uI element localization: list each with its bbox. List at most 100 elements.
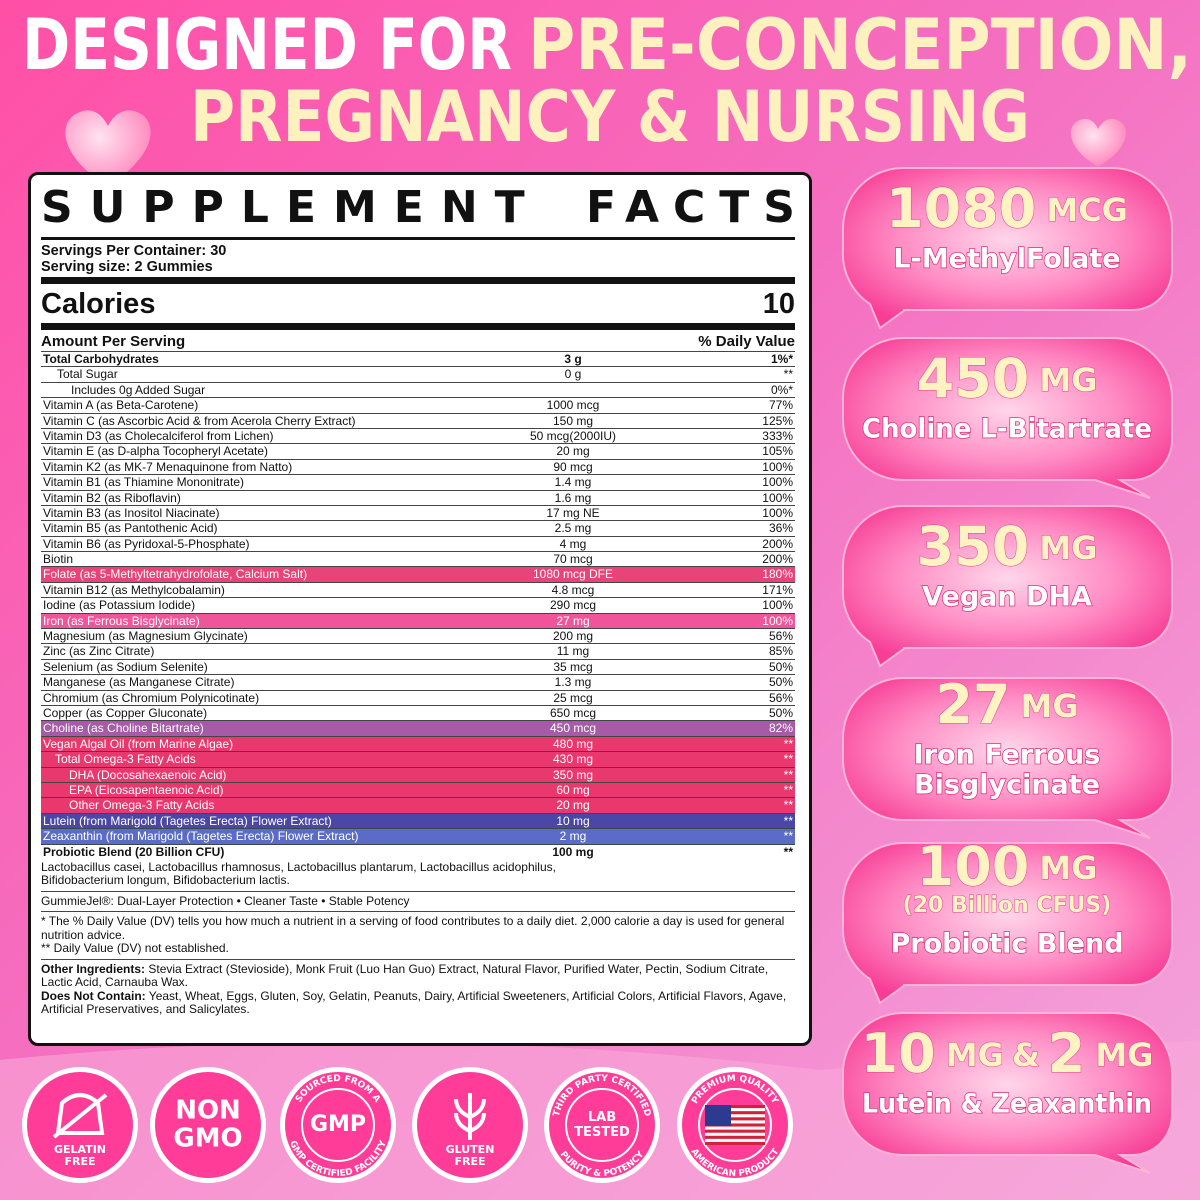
nutrient-name: Total Carbohydrates xyxy=(43,352,159,366)
callout: 450 MG Choline L-Bitartrate xyxy=(842,337,1173,499)
value: 1080 xyxy=(886,177,1036,240)
nutrient-amount: 11 mg xyxy=(556,644,590,659)
unit: MG xyxy=(1039,361,1097,399)
nutrient-row: Lutein (from Marigold (Tagetes Erecta) F… xyxy=(41,812,795,829)
nutrient-amount: 480 mg xyxy=(552,736,594,751)
nutrient-name: Vitamin B5 (as Pantothenic Acid) xyxy=(43,521,218,536)
nutrient-amount: 90 mcg xyxy=(553,459,593,474)
nutrient-dv: 125% xyxy=(762,413,793,428)
nutrient-row: EPA (Eicosapentaenoic Acid) 60 mg ** xyxy=(41,781,795,798)
nutrient-row: Vitamin K2 (as MK-7 Menaquinone from Nat… xyxy=(41,458,795,474)
callout-value: 450 MG xyxy=(917,347,1098,410)
nutrient-row: Total Sugar 0 g ** xyxy=(41,366,795,381)
nutrient-name: EPA (Eicosapentaenoic Acid) xyxy=(69,782,224,797)
nutrient-amount: 650 mcg xyxy=(549,705,597,720)
badge-disc xyxy=(27,1072,133,1178)
nutrient-name: Iodine (as Potassium Iodide) xyxy=(43,598,196,613)
callout-note: (20 Billion CFUS) xyxy=(903,893,1112,918)
flag-stripe xyxy=(705,1105,765,1109)
nutrient-name: Vitamin A (as Beta-Carotene) xyxy=(43,398,199,413)
badge-text: GMO xyxy=(173,1124,242,1154)
nutrient-dv: 85% xyxy=(768,644,793,659)
headline-accent: PRE-CONCEPTION, xyxy=(528,4,1192,86)
callout-bubble xyxy=(842,1012,1173,1174)
nutrient-row: Includes 0g Added Sugar 0%* xyxy=(41,381,795,397)
callout-label: Vegan DHA xyxy=(922,582,1092,613)
value: 100 xyxy=(917,835,1030,898)
nutrient-dv: ** xyxy=(783,829,793,844)
nutrient-dv: 100% xyxy=(762,475,793,490)
rule xyxy=(41,911,795,913)
nutrient-dv: 56% xyxy=(768,690,793,705)
flag-stripe xyxy=(705,1141,765,1146)
nutrient-dv: ** xyxy=(783,844,793,859)
unit: MG xyxy=(1039,529,1097,567)
nutrient-amount: 150 mg xyxy=(552,413,594,428)
nutrient-row: Iodine (as Potassium Iodide) 290 mcg 100% xyxy=(41,597,795,612)
nutrient-dv: 105% xyxy=(762,444,793,459)
joiner: & xyxy=(1012,1036,1040,1074)
nutrient-amount: 60 mg xyxy=(556,782,590,797)
nutrient-row: Vitamin D3 (as Cholecalciferol from Lich… xyxy=(41,427,795,443)
nutrient-amount: 10 mg xyxy=(556,813,590,828)
nutrient-name: Iron (as Ferrous Bisglycinate) xyxy=(43,613,200,628)
nutrient-dv: ** xyxy=(783,752,793,767)
nutrient-name: Lutein (from Marigold (Tagetes Erecta) F… xyxy=(43,813,332,828)
nutrient-amount: 17 mg NE xyxy=(546,505,600,520)
callout: 1080 MCG L-MethylFolate xyxy=(841,167,1173,330)
nutrient-name: Vitamin B6 (as Pyridoxal-5-Phosphate) xyxy=(43,536,250,551)
nutrient-row: Total Omega-3 Fatty Acids 430 mg ** xyxy=(41,751,795,767)
nutrient-name: Copper (as Copper Gluconate) xyxy=(43,705,208,720)
badge-inner-ring xyxy=(698,1088,772,1162)
nutrient-row: Chromium (as Chromium Polynicotinate) 25 … xyxy=(41,689,795,705)
nutrient-name: Vitamin K2 (as MK-7 Menaquinone from Nat… xyxy=(43,459,293,474)
badge-text: NON xyxy=(175,1096,241,1126)
rule xyxy=(41,277,795,284)
text: Yeast, Wheat, Eggs, Gluten, Soy, Gelatin… xyxy=(41,988,787,1017)
callout-bubble xyxy=(841,505,1173,668)
heart xyxy=(65,110,151,188)
nutrient-name: Vitamin C (as Ascorbic Acid & from Acero… xyxy=(43,413,356,428)
callout-label: Choline L-Bitartrate xyxy=(862,414,1152,445)
nutrient-row: Zinc (as Zinc Citrate) 11 mg 85% xyxy=(41,643,795,658)
nutrient-row: Choline (as Choline Bitartrate) 450 mcg 82… xyxy=(41,720,795,736)
nutrient-dv: 50% xyxy=(768,659,793,674)
nutrient-name: Vitamin B3 (as Inositol Niacinate) xyxy=(43,505,220,520)
nutrient-dv: 171% xyxy=(762,582,793,597)
text: Stevia Extract (Stevioside), Monk Fruit … xyxy=(41,961,769,990)
nutrient-name: Manganese (as Manganese Citrate) xyxy=(43,675,235,690)
nutrient-dv: 56% xyxy=(768,629,793,644)
callout-label: Bisglycinate xyxy=(914,770,1100,801)
nutrient-dv: 1%* xyxy=(770,352,793,366)
probiotic-strains: Lactobacillus casei, Lactobacillus rhamn… xyxy=(41,859,556,888)
badge-caption: FREE xyxy=(64,1155,95,1168)
amount-header: Amount Per Serving xyxy=(41,333,186,350)
nutrient-amount: 20 mg xyxy=(556,444,590,459)
nutrient-name: Probiotic Blend (20 Billion CFU) xyxy=(43,844,225,859)
nutrient-amount: 70 mcg xyxy=(553,552,593,567)
nutrient-amount: 350 mg xyxy=(552,767,594,782)
nutrient-name: Vitamin B2 (as Riboflavin) xyxy=(43,490,181,505)
nutrient-amount: 4 mg xyxy=(559,536,587,551)
callout: 100 MG(20 Billion CFUS)Probiotic Blend xyxy=(841,834,1173,1005)
nutrient-dv: 50% xyxy=(768,705,793,720)
nutrient-dv: ** xyxy=(783,798,793,813)
nutrient-row: Folate (as 5-Methyltetrahydrofolate, Cal… xyxy=(41,566,795,582)
flag-stripe xyxy=(705,1111,765,1115)
nutrient-row: Manganese (as Manganese Citrate) 1.3 mg 50… xyxy=(41,674,795,689)
serving-size: Serving size: 2 Gummies xyxy=(41,259,213,275)
nutrient-dv: 100% xyxy=(762,505,793,520)
badge-inner-ring xyxy=(565,1088,639,1162)
nutrient-row: Copper (as Copper Gluconate) 650 mcg 50% xyxy=(41,704,795,720)
unit: MG xyxy=(1095,1036,1153,1074)
badge-icon xyxy=(454,1093,486,1140)
nutrient-name: Zeaxanthin (from Marigold (Tagetes Erect… xyxy=(43,829,359,844)
nutrient-dv: 100% xyxy=(762,490,793,505)
nutrient-row: Magnesium (as Magnesium Glycinate) 200 mg… xyxy=(41,628,795,643)
nutrient-dv: 77% xyxy=(768,398,793,413)
